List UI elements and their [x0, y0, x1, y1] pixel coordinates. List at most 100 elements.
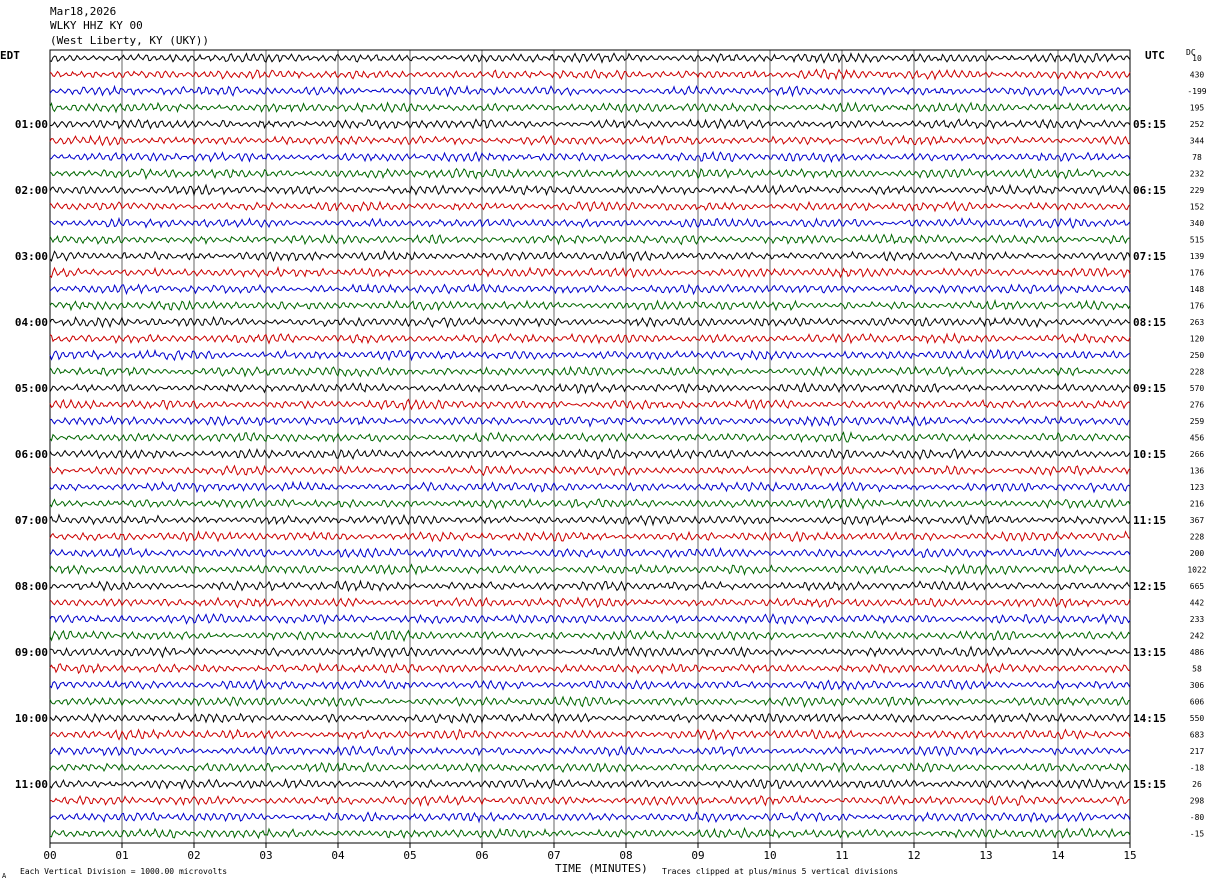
seismic-trace: [49, 298, 1131, 312]
seismic-trace: [49, 398, 1131, 412]
left-hour-label: 07:00: [15, 514, 48, 527]
dc-offset-label: 515: [1190, 236, 1205, 245]
seismic-trace: [49, 200, 1131, 213]
seismic-trace: [49, 530, 1131, 543]
dc-offset-header: DC: [1186, 48, 1196, 57]
dc-offset-label: 442: [1190, 599, 1205, 608]
seismic-trace: [49, 167, 1131, 181]
dc-offset-label: 58: [1192, 665, 1202, 674]
x-tick-label: 08: [619, 849, 632, 862]
seismic-trace: [49, 101, 1131, 114]
seismic-trace: [49, 430, 1131, 444]
seismic-trace: [49, 118, 1131, 130]
x-tick-label: 09: [691, 849, 704, 862]
seismic-trace: [49, 315, 1131, 329]
left-hour-label: 11:00: [15, 778, 48, 791]
seismic-trace: [49, 447, 1131, 461]
dc-offset-label: 367: [1190, 516, 1205, 525]
x-tick-label: 06: [475, 849, 488, 862]
seismic-trace: [49, 216, 1131, 230]
seismic-trace: [49, 826, 1131, 840]
dc-offset-label: 139: [1190, 252, 1205, 261]
dc-offset-label: 486: [1190, 648, 1205, 657]
seismic-trace: [49, 662, 1131, 675]
seismic-trace: [49, 811, 1131, 824]
dc-offset-label: 665: [1190, 582, 1205, 591]
dc-offset-label: 550: [1190, 714, 1205, 723]
seismic-trace: [49, 249, 1131, 263]
dc-offset-label: 229: [1190, 186, 1205, 195]
dc-offset-label: 340: [1190, 219, 1205, 228]
plot-date: Mar18,2026: [50, 5, 117, 18]
right-hour-label: 12:15: [1133, 580, 1166, 593]
dc-offset-label: 123: [1190, 483, 1205, 492]
x-tick-label: 13: [979, 849, 992, 862]
left-hour-label: 06:00: [15, 448, 48, 461]
right-hour-label: 13:15: [1133, 646, 1166, 659]
x-tick-label: 04: [331, 849, 345, 862]
dc-offset-label: 26: [1192, 780, 1202, 789]
dc-offset-label: 570: [1190, 384, 1205, 393]
dc-offset-label: 1022: [1187, 566, 1206, 575]
right-hour-label: 11:15: [1133, 514, 1166, 527]
right-hour-label: 09:15: [1133, 382, 1166, 395]
left-hour-label: 04:00: [15, 316, 48, 329]
seismic-trace: [49, 596, 1131, 609]
right-hour-label: 06:15: [1133, 184, 1166, 197]
right-hour-label: 14:15: [1133, 712, 1166, 725]
left-timezone-label: EDT: [0, 49, 20, 62]
dc-offset-label: 195: [1190, 104, 1205, 113]
seismic-trace: [49, 613, 1131, 626]
dc-offset-label: 200: [1190, 549, 1205, 558]
dc-offset-label: 228: [1190, 533, 1205, 542]
seismic-trace: [49, 679, 1131, 692]
scale-note: Each Vertical Division = 1000.00 microvo…: [20, 867, 228, 876]
seismic-trace: [49, 794, 1131, 808]
right-hour-label: 05:15: [1133, 118, 1166, 131]
dc-offset-label: 263: [1190, 318, 1205, 327]
seismic-trace: [49, 150, 1131, 164]
seismic-trace: [49, 712, 1131, 724]
x-tick-label: 14: [1051, 849, 1065, 862]
dc-offset-label: 176: [1190, 302, 1205, 311]
dc-offset-label: 606: [1190, 698, 1205, 707]
dc-offset-label: 136: [1190, 467, 1205, 476]
dc-offset-label: 344: [1190, 137, 1205, 146]
dc-offset-label: -15: [1190, 830, 1205, 839]
x-tick-label: 01: [115, 849, 128, 862]
seismic-trace: [49, 480, 1131, 494]
seismic-trace: [49, 68, 1131, 81]
seismic-trace: [49, 233, 1131, 246]
seismic-trace: [49, 365, 1131, 378]
seismic-trace: [49, 51, 1131, 64]
seismic-trace: [49, 546, 1131, 559]
left-hour-label: 09:00: [15, 646, 48, 659]
right-timezone-label: UTC: [1145, 49, 1165, 62]
dc-offset-label: 266: [1190, 450, 1205, 459]
dc-offset-label: 152: [1190, 203, 1205, 212]
seismic-trace: [49, 745, 1131, 758]
seismic-trace: [49, 464, 1131, 477]
x-tick-label: 03: [259, 849, 272, 862]
left-hour-label: 10:00: [15, 712, 48, 725]
plot-frame: [49, 49, 1131, 844]
seismic-trace: [49, 513, 1131, 527]
left-hour-label: 05:00: [15, 382, 48, 395]
x-tick-label: 10: [763, 849, 776, 862]
left-hour-label: 01:00: [15, 118, 48, 131]
seismic-trace: [49, 265, 1131, 279]
right-hour-label: 08:15: [1133, 316, 1166, 329]
dc-offset-label: -18: [1190, 764, 1205, 773]
x-tick-label: 00: [43, 849, 56, 862]
seismic-trace: [49, 348, 1131, 362]
clip-note: Traces clipped at plus/minus 5 vertical …: [662, 867, 899, 876]
seismic-trace: [49, 728, 1131, 741]
x-axis-title: TIME (MINUTES): [555, 862, 648, 875]
x-tick-label: 11: [835, 849, 848, 862]
seismic-trace: [49, 579, 1131, 593]
right-hour-label: 15:15: [1133, 778, 1166, 791]
dc-offset-label: 252: [1190, 120, 1205, 129]
dc-offset-label: 228: [1190, 368, 1205, 377]
x-tick-label: 15: [1123, 849, 1136, 862]
seismic-trace: [49, 497, 1131, 510]
